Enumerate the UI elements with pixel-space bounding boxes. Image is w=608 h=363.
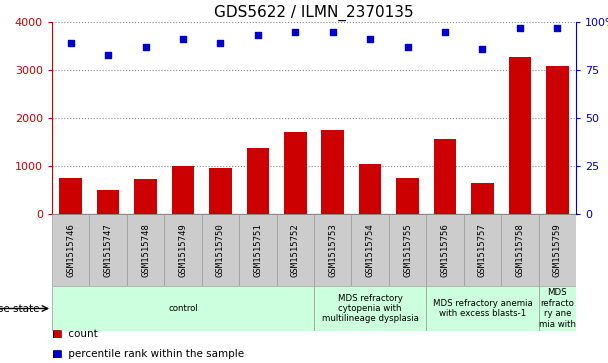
Point bbox=[216, 40, 226, 46]
Point bbox=[477, 46, 487, 52]
Point bbox=[515, 25, 525, 30]
Bar bbox=[52, 214, 89, 286]
Bar bbox=[471, 183, 494, 214]
Text: ■  count: ■ count bbox=[52, 329, 98, 339]
Text: GSM1515759: GSM1515759 bbox=[553, 223, 562, 277]
Bar bbox=[546, 66, 568, 214]
Point bbox=[402, 44, 412, 50]
Bar bbox=[509, 57, 531, 214]
Point bbox=[253, 33, 263, 38]
Text: GSM1515758: GSM1515758 bbox=[516, 223, 524, 277]
Bar bbox=[426, 286, 539, 331]
Bar bbox=[247, 148, 269, 214]
Bar bbox=[172, 166, 194, 214]
Bar bbox=[396, 178, 419, 214]
Bar bbox=[277, 214, 314, 286]
Bar bbox=[97, 190, 119, 214]
Bar bbox=[501, 214, 539, 286]
Text: GSM1515750: GSM1515750 bbox=[216, 223, 225, 277]
Bar bbox=[164, 214, 202, 286]
Text: GSM1515752: GSM1515752 bbox=[291, 223, 300, 277]
Text: GSM1515746: GSM1515746 bbox=[66, 223, 75, 277]
Bar bbox=[52, 286, 314, 331]
Point bbox=[66, 40, 75, 46]
Bar bbox=[127, 214, 164, 286]
Point bbox=[553, 25, 562, 30]
Text: GSM1515749: GSM1515749 bbox=[179, 223, 187, 277]
Text: GSM1515754: GSM1515754 bbox=[365, 223, 375, 277]
Bar bbox=[434, 139, 456, 214]
Bar bbox=[134, 179, 157, 214]
Text: ■: ■ bbox=[52, 329, 62, 339]
Text: GSM1515747: GSM1515747 bbox=[103, 223, 112, 277]
Text: GSM1515753: GSM1515753 bbox=[328, 223, 337, 277]
Title: GDS5622 / ILMN_2370135: GDS5622 / ILMN_2370135 bbox=[214, 4, 414, 21]
Bar bbox=[314, 214, 351, 286]
Bar bbox=[351, 214, 389, 286]
Point bbox=[291, 29, 300, 34]
Text: GSM1515748: GSM1515748 bbox=[141, 223, 150, 277]
Bar bbox=[359, 164, 381, 214]
Bar bbox=[239, 214, 277, 286]
Text: MDS refractory anemia
with excess blasts-1: MDS refractory anemia with excess blasts… bbox=[432, 299, 532, 318]
Bar bbox=[89, 214, 127, 286]
Text: ■  percentile rank within the sample: ■ percentile rank within the sample bbox=[52, 349, 244, 359]
Text: MDS
refracto
ry ane
mia with: MDS refracto ry ane mia with bbox=[539, 288, 576, 329]
Bar bbox=[284, 132, 306, 214]
Bar bbox=[426, 214, 464, 286]
Bar bbox=[314, 286, 426, 331]
Bar bbox=[202, 214, 239, 286]
Point bbox=[178, 36, 188, 42]
Bar bbox=[389, 214, 426, 286]
Bar bbox=[60, 178, 82, 214]
Bar bbox=[209, 168, 232, 214]
Bar bbox=[464, 214, 501, 286]
Text: GSM1515751: GSM1515751 bbox=[254, 223, 263, 277]
Bar bbox=[322, 130, 344, 214]
Point bbox=[140, 44, 150, 50]
Bar bbox=[539, 286, 576, 331]
Point bbox=[365, 36, 375, 42]
Point bbox=[328, 29, 337, 34]
Bar bbox=[539, 214, 576, 286]
Text: GSM1515755: GSM1515755 bbox=[403, 223, 412, 277]
Point bbox=[440, 29, 450, 34]
Text: GSM1515756: GSM1515756 bbox=[441, 223, 449, 277]
Text: MDS refractory
cytopenia with
multilineage dysplasia: MDS refractory cytopenia with multilinea… bbox=[322, 294, 418, 323]
Text: ■: ■ bbox=[52, 349, 62, 359]
Text: disease state: disease state bbox=[0, 303, 40, 314]
Point bbox=[103, 52, 113, 58]
Text: GSM1515757: GSM1515757 bbox=[478, 223, 487, 277]
Text: control: control bbox=[168, 304, 198, 313]
